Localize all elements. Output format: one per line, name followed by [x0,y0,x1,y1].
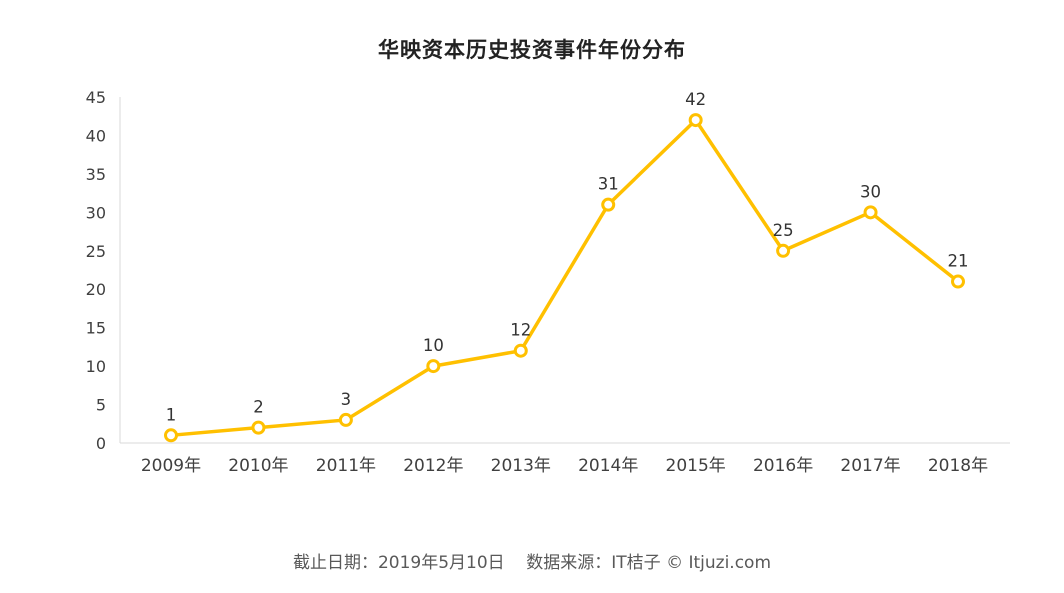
data-point-marker [251,420,266,435]
x-tick-label: 2009年 [141,456,201,476]
y-tick-label: 25 [86,242,106,261]
chart-footnote: 截止日期：2019年5月10日 数据来源：IT桔子 © Itjuzi.com [292,553,772,573]
y-tick-label: 15 [86,319,106,338]
x-tick-label: 2018年 [928,456,988,476]
x-tick-label: 2015年 [666,456,726,476]
data-point-label: 10 [423,336,444,355]
x-tick-label: 2012年 [403,456,463,476]
x-tick-label: 2017年 [840,456,900,476]
y-tick-label: 20 [86,280,106,299]
data-line [169,118,960,438]
y-tick-label: 35 [86,165,106,184]
data-point-marker [951,274,965,289]
y-tick-label: 45 [86,88,106,107]
x-tick-label: 2010年 [228,456,288,476]
data-point-label: 31 [598,175,619,194]
y-tick-label: 30 [86,203,106,222]
data-point-marker [863,205,878,220]
y-tick-label: 5 [96,396,106,415]
data-point-marker [426,359,441,374]
data-point-label: 1 [166,405,177,424]
y-tick-label: 40 [86,126,106,145]
data-point-marker [164,428,178,443]
x-tick-label: 2014年 [578,456,638,476]
data-point-marker [776,243,791,258]
data-point-marker [513,343,528,358]
data-point-label: 30 [860,182,881,201]
data-point-marker [338,412,353,427]
y-tick-label: 10 [86,357,106,376]
data-point-label: 3 [341,390,352,409]
x-tick-label: 2013年 [491,456,551,476]
data-point-label: 21 [948,252,969,271]
x-tick-label: 2016年 [753,456,813,476]
data-point-label: 25 [773,221,794,240]
data-point-marker [688,113,703,128]
chart-title: 华映资本历史投资事件年份分布 [378,38,686,62]
data-point-label: 42 [685,90,706,109]
data-point-label: 12 [510,321,531,340]
data-point-marker [601,197,616,212]
data-point-label: 2 [253,398,264,417]
x-tick-label: 2011年 [316,456,376,476]
y-tick-label: 0 [96,434,106,453]
